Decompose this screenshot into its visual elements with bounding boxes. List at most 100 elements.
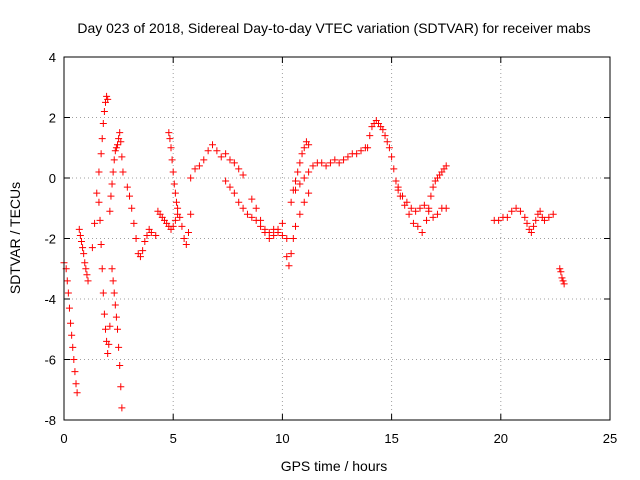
data-point [68,331,76,339]
data-point [298,150,306,158]
x-tick-label: 15 [384,431,398,446]
data-point [300,174,308,182]
data-point [118,404,126,412]
data-point [442,162,450,170]
data-point [104,349,112,357]
data-point [549,210,557,218]
data-point [82,265,90,273]
data-point [114,325,122,333]
data-point [292,222,300,230]
data-point [300,198,308,206]
data-point [204,147,212,155]
data-point [116,362,124,370]
data-point [65,304,73,312]
data-point [296,210,304,218]
data-point [117,138,125,146]
data-point [353,150,361,158]
data-point [292,177,300,185]
data-point [75,225,83,233]
data-point [88,244,96,252]
data-point [97,241,105,249]
data-point [79,244,87,252]
data-point [383,138,391,146]
x-tick-label: 0 [60,431,67,446]
data-series [108,265,126,412]
data-point [235,165,243,173]
data-point [172,198,180,206]
data-point [117,383,125,391]
data-point [381,132,389,140]
data-point [226,183,234,191]
data-point [230,159,238,167]
data-series [287,144,369,206]
data-point [123,183,131,191]
data-point [111,147,119,155]
data-point [409,219,417,227]
data-point [99,120,107,128]
data-point [283,235,291,242]
x-tick-label: 20 [494,431,508,446]
data-point [169,222,177,230]
data-point [130,219,138,227]
data-point [305,189,313,197]
data-point [379,126,387,134]
data-point [114,141,122,149]
data-point [296,180,304,188]
data-point [429,183,437,191]
data-point [100,107,108,115]
data-point [222,150,230,158]
data-series [394,183,450,221]
data-point [344,153,352,161]
data-point [73,389,81,397]
data-point [326,159,334,167]
data-point [226,156,234,164]
data-point [99,289,107,297]
data-point [278,219,286,227]
data-point [187,174,195,182]
data-point [63,277,71,285]
data-point [187,210,195,218]
data-point [287,250,295,258]
data-point [191,165,199,173]
y-axis-label: SDTVAR / TECUs [7,182,23,294]
data-point [239,171,247,179]
data-point [523,219,531,227]
data-point [170,180,178,188]
data-point [322,162,330,170]
data-point [556,265,564,273]
x-tick-label: 25 [603,431,617,446]
data-point [243,210,251,218]
data-point [300,144,308,152]
data-point [265,235,273,242]
data-point [112,313,120,321]
data-point [516,207,524,215]
data-series [248,189,313,270]
data-point [174,204,182,212]
data-point [495,216,503,224]
data-point [536,207,544,215]
data-point [83,271,91,279]
data-point [305,168,313,176]
data-point [139,247,147,255]
data-point [340,156,348,164]
data-point [126,192,134,200]
data-point [176,213,184,221]
chart-title: Day 023 of 2018, Sidereal Day-to-day VTE… [77,20,590,36]
data-point [390,165,398,173]
y-tick-label: 4 [49,50,56,65]
data-point [508,207,516,215]
data-series [88,92,112,252]
data-point [287,198,295,206]
data-point [278,231,286,239]
data-point [180,235,188,242]
data-point [116,129,124,137]
data-point [132,235,140,242]
data-point [110,289,118,297]
data-point [111,301,119,309]
data-point [261,228,269,236]
data-point [274,225,282,233]
data-point [405,210,413,218]
data-point [101,325,109,333]
data-point [110,156,118,164]
data-point [106,207,114,215]
